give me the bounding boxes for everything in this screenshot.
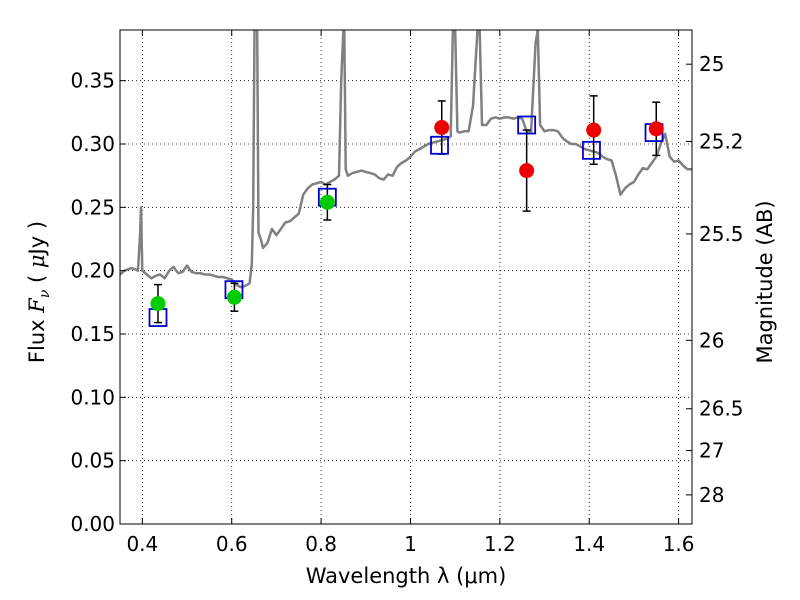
observed-optical-point — [226, 289, 242, 305]
x-tick-label: 0.4 — [126, 532, 158, 556]
right-axis-title: Magnitude (AB) — [753, 200, 777, 363]
y-tick-label: 0.10 — [70, 385, 115, 409]
right-tick-label: 26 — [699, 328, 724, 352]
y-tick-label: 0.20 — [70, 259, 115, 283]
y-axis-title-part: Flux — [25, 313, 49, 363]
x-tick-label: 1.4 — [573, 532, 605, 556]
y-axis-title-subscript: ν — [37, 289, 53, 298]
plot-frame — [119, 29, 693, 525]
right-tick-label: 28 — [699, 483, 724, 507]
x-tick-label: 0.8 — [305, 532, 337, 556]
x-axis-title: Wavelength λ (μm) — [306, 564, 507, 588]
observed-nir-point — [586, 122, 602, 138]
right-tick-label: 25.5 — [699, 222, 744, 246]
model-flux-square — [430, 135, 449, 155]
y-tick-label: 0.15 — [70, 322, 115, 346]
model-flux-square — [517, 115, 537, 135]
grid — [120, 30, 692, 524]
observed-nir-point — [519, 163, 535, 179]
y-axis-title-part: ( — [25, 268, 49, 290]
right-tick-label: 25.2 — [699, 129, 744, 153]
y-tick-label: 0.30 — [70, 132, 115, 156]
model-flux-square — [582, 140, 601, 160]
model-spectrum-layer — [120, 30, 692, 289]
observed-optical-point — [150, 296, 166, 312]
observed-optical-point — [319, 194, 335, 210]
tick-labels: 0.4 0.6 0.8 1 1.2 1.4 1.6 0.00 0.05 0.10 0.15 0.20 0… — [70, 52, 743, 556]
y-axis-title: Flux Fν ( μJy ) — [25, 221, 53, 363]
x-tick-label: 0.6 — [216, 532, 248, 556]
observed-flux-layer — [150, 120, 664, 312]
y-axis-title-mu: μ — [25, 254, 49, 268]
right-tick-label: 26.5 — [699, 397, 744, 421]
observed-nir-point — [434, 120, 450, 136]
y-tick-label: 0.00 — [70, 512, 115, 536]
y-axis-title-part: Jy ) — [25, 221, 49, 257]
right-tick-label: 25 — [699, 52, 724, 76]
axis-ticks — [120, 30, 692, 525]
x-tick-label: 1.2 — [484, 532, 516, 556]
observed-nir-point — [648, 121, 664, 137]
y-tick-label: 0.35 — [70, 69, 115, 93]
y-axis-title-symbol: F — [25, 297, 49, 314]
x-tick-label: 1.6 — [663, 532, 695, 556]
x-tick-label: 1 — [404, 532, 417, 556]
model-flux-layer — [148, 115, 664, 327]
y-tick-label: 0.05 — [70, 449, 115, 473]
right-tick-label: 27 — [699, 439, 724, 463]
y-tick-label: 0.25 — [70, 195, 115, 219]
model-spectrum-line — [120, 30, 692, 289]
